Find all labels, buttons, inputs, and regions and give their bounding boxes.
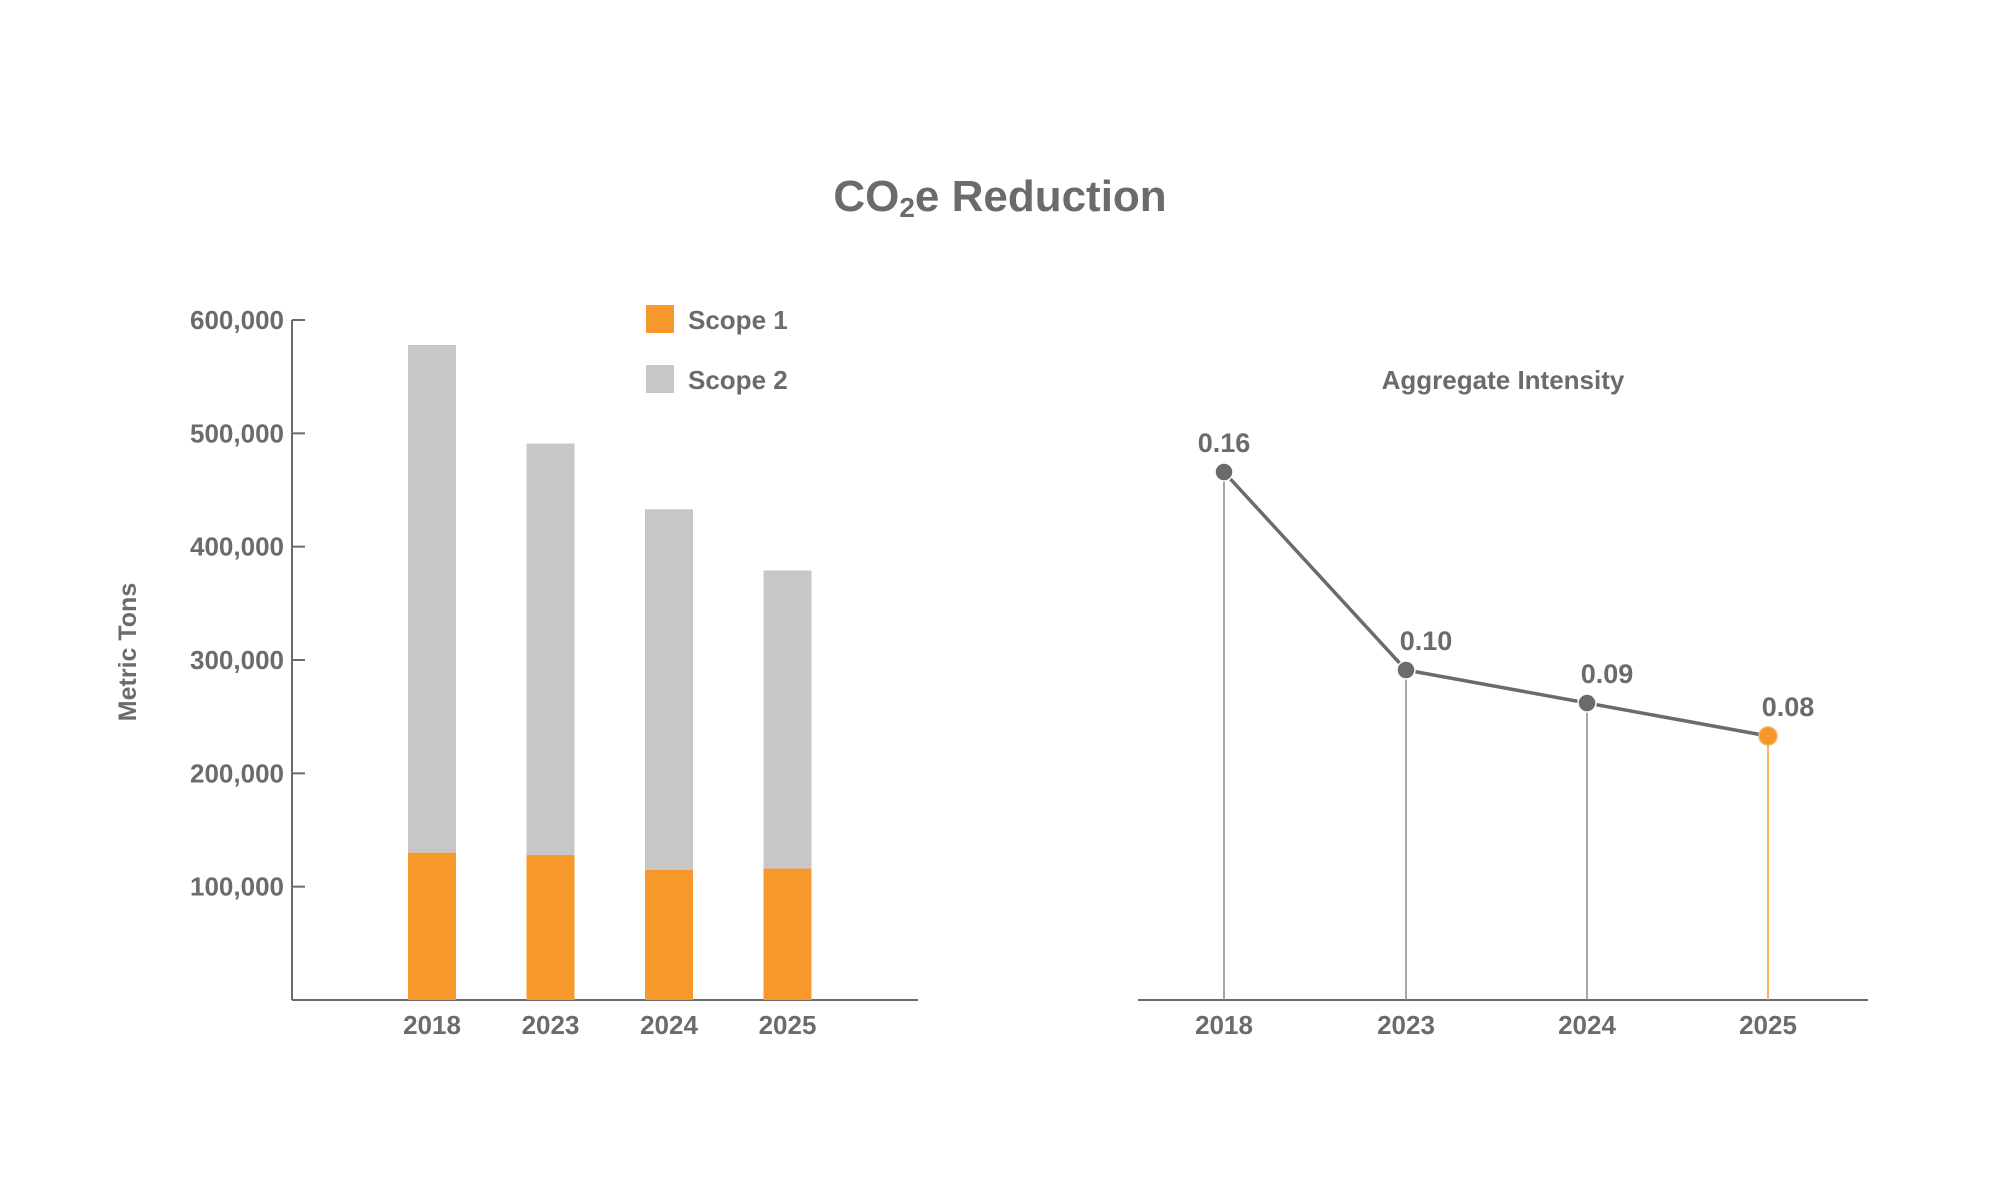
x-tick-label: 2024: [1558, 1010, 1616, 1040]
bar-scope2-2024: [645, 509, 693, 870]
bar-scope1-2025: [763, 868, 812, 1000]
data-label-2023: 0.10: [1400, 626, 1453, 656]
x-tick-label: 2018: [1195, 1010, 1253, 1040]
data-label-2018: 0.16: [1198, 428, 1251, 458]
legend-swatch-scope2: [646, 365, 674, 393]
x-tick-label: 2023: [1377, 1010, 1435, 1040]
legend-label-scope1: Scope 1: [688, 305, 788, 335]
data-point-2018: [1214, 462, 1234, 482]
bar-scope1-2018: [408, 852, 456, 1000]
y-tick-label: 100,000: [190, 872, 284, 902]
data-point-2024: [1577, 693, 1597, 713]
title-main: CO: [833, 172, 900, 221]
bar-scope2-2023: [526, 443, 575, 855]
y-axis-title: Metric Tons: [114, 583, 142, 721]
x-tick-label: 2023: [522, 1010, 580, 1040]
y-tick-label: 500,000: [190, 418, 284, 448]
bar-scope2-2018: [408, 344, 456, 853]
x-tick-label: 2025: [1739, 1010, 1797, 1040]
y-tick-label: 300,000: [190, 645, 284, 675]
legend-label-scope2: Scope 2: [688, 365, 788, 395]
data-point-2023: [1396, 660, 1416, 680]
title-suffix: e Reduction: [914, 172, 1167, 221]
bar-scope2-2025: [763, 570, 812, 869]
line-chart: Aggregate Intensity 0.16 2018 0.10 2023 0.09 2…: [1138, 365, 1868, 1040]
data-label-2025: 0.08: [1762, 692, 1815, 722]
title-subscript: 2: [899, 192, 915, 223]
legend-swatch-scope1: [646, 305, 674, 333]
bar-chart: 100,000 200,000 300,000 400,000 500,000 600,0…: [114, 305, 918, 1040]
intensity-line: [1222, 470, 1769, 738]
bar-scope1-2023: [526, 854, 575, 1000]
page-title: CO2e Reduction: [0, 172, 2000, 224]
bar-scope1-2024: [645, 869, 693, 1000]
line-chart-title: Aggregate Intensity: [1382, 365, 1625, 395]
x-tick-label: 2018: [403, 1010, 461, 1040]
data-point-2025: [1758, 726, 1778, 746]
x-tick-label: 2024: [640, 1010, 698, 1040]
y-tick-label: 200,000: [190, 758, 284, 788]
y-tick-label: 600,000: [190, 305, 284, 335]
data-label-2024: 0.09: [1581, 659, 1634, 689]
y-tick-label: 400,000: [190, 532, 284, 562]
x-tick-label: 2025: [759, 1010, 817, 1040]
